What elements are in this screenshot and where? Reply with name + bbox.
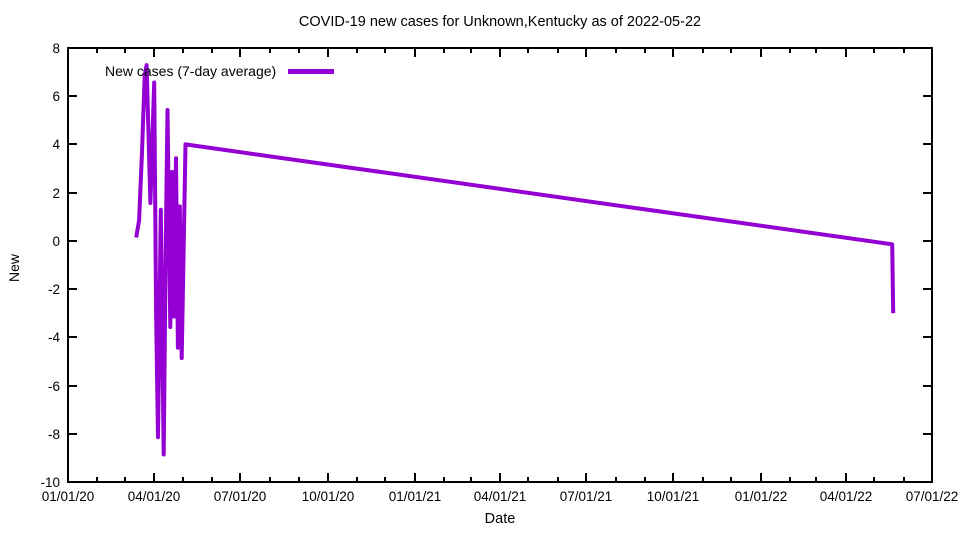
y-tick-label: -4: [48, 330, 60, 345]
x-tick-label: 04/01/20: [128, 489, 181, 504]
y-tick-label: -10: [40, 475, 60, 490]
series-line: [134, 63, 896, 457]
y-tick-label: 4: [52, 137, 60, 152]
x-tick-label: 04/01/21: [474, 489, 527, 504]
x-tick-label: 01/01/20: [42, 489, 95, 504]
y-tick-label: -6: [48, 379, 60, 394]
y-tick-label: 6: [52, 89, 60, 104]
x-tick-label: 10/01/21: [647, 489, 700, 504]
x-axis-title: Date: [484, 511, 516, 527]
y-tick-label: 0: [52, 234, 60, 249]
y-axis-title: New: [6, 254, 22, 283]
x-tick-label: 07/01/21: [560, 489, 613, 504]
plot-border: [67, 47, 933, 483]
y-tick-label: -8: [48, 427, 60, 442]
chart-title: COVID-19 new cases for Unknown,Kentucky …: [298, 14, 702, 30]
x-tick-label: 07/01/22: [906, 489, 959, 504]
x-tick-label: 07/01/20: [214, 489, 267, 504]
y-tick-label: 2: [52, 186, 60, 201]
legend: New cases (7-day average): [105, 62, 335, 80]
legend-label: New cases (7-day average): [105, 63, 277, 79]
x-tick-label: 01/01/21: [389, 489, 442, 504]
y-tick-label: 8: [52, 41, 60, 56]
y-tick-label: -2: [48, 282, 60, 297]
legend-line-sample: [288, 68, 335, 74]
x-tick-label: 10/01/20: [302, 489, 355, 504]
x-tick-label: 01/01/22: [735, 489, 788, 504]
x-tick-label: 04/01/22: [820, 489, 873, 504]
